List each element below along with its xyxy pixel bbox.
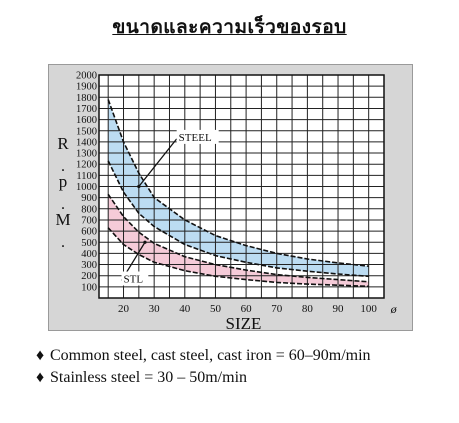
y-axis-label-char: p: [59, 172, 68, 191]
curve-steel-lower: [107, 160, 369, 278]
label-leader-line: [138, 138, 178, 187]
y-tick-label: 1300: [76, 149, 97, 160]
y-tick-label: 400: [81, 249, 97, 260]
page-title: ขนาดและความเร็วของรอบ: [112, 16, 347, 38]
y-tick-label: 1700: [76, 104, 97, 115]
plot-border: [98, 74, 385, 299]
x-tick-label: 50: [210, 303, 222, 315]
x-tick-label: 70: [271, 303, 283, 315]
y-tick-label: 1800: [76, 93, 97, 104]
y-tick-label: 200: [81, 271, 97, 282]
y-tick-label: 1200: [76, 160, 97, 171]
x-axis-label: SIZE: [226, 314, 262, 330]
note-text: Stainless steel = 30 – 50m/min: [50, 369, 248, 386]
series-label-stl: STL: [124, 274, 144, 286]
y-tick-label: 700: [81, 215, 97, 226]
y-axis-label-char: .: [61, 234, 65, 251]
notes-list: ♦ Common steel, cast steel, cast iron = 6…: [36, 345, 371, 389]
y-tick-label: 500: [81, 238, 97, 249]
diamond-bullet-icon: ♦: [36, 347, 45, 364]
chart-panel: 100 200 300 400 500 600 700 800 900 1000 1100 1200 1…: [48, 64, 413, 331]
x-tick-label: 90: [333, 303, 345, 315]
x-end-label: ø: [390, 302, 398, 316]
x-tick-label: 30: [149, 303, 161, 315]
y-axis-label-char: .: [61, 158, 65, 175]
x-tick-label: 20: [118, 303, 130, 315]
label-background: [121, 271, 149, 286]
diamond-bullet-icon: ♦: [36, 369, 45, 386]
y-tick-label: 1500: [76, 126, 97, 137]
series-label-steel: STEEL: [179, 132, 212, 144]
y-tick-label: 800: [81, 204, 97, 215]
y-tick-label: 1100: [76, 171, 97, 182]
y-axis-label-char: .: [61, 196, 65, 213]
y-tick-label: 1000: [76, 182, 97, 193]
y-axis-label-char: M: [55, 210, 70, 229]
note-text: Common steel, cast steel, cast iron = 60…: [50, 347, 371, 364]
note-item-common-steel: ♦ Common steel, cast steel, cast iron = 6…: [36, 345, 371, 367]
y-tick-label: 1400: [76, 137, 97, 148]
y-tick-label: 1900: [76, 82, 97, 93]
y-tick-label: 900: [81, 193, 97, 204]
y-tick-label: 1600: [76, 115, 97, 126]
x-tick-label: 100: [360, 303, 377, 315]
y-tick-label: 2000: [76, 71, 97, 82]
curve-stl-lower: [107, 227, 369, 288]
x-tick-label: 40: [179, 303, 191, 315]
y-tick-label: 300: [81, 260, 97, 271]
label-leader-tip: [143, 240, 147, 244]
note-item-stainless: ♦ Stainless steel = 30 – 50m/min: [36, 367, 371, 389]
x-tick-label: 80: [302, 303, 314, 315]
band-stl: [108, 194, 369, 287]
curve-stl-upper: [107, 193, 369, 283]
y-tick-label: 600: [81, 227, 97, 238]
rpm-chart: 1002003004005006007008009001000110012001…: [55, 71, 398, 331]
y-tick-label: 100: [81, 282, 97, 293]
label-leader-tip: [137, 184, 141, 189]
band-steel: [108, 99, 369, 277]
y-axis-label-char: R: [57, 134, 69, 153]
label-background: [176, 129, 219, 144]
x-tick-label: 60: [241, 303, 253, 315]
